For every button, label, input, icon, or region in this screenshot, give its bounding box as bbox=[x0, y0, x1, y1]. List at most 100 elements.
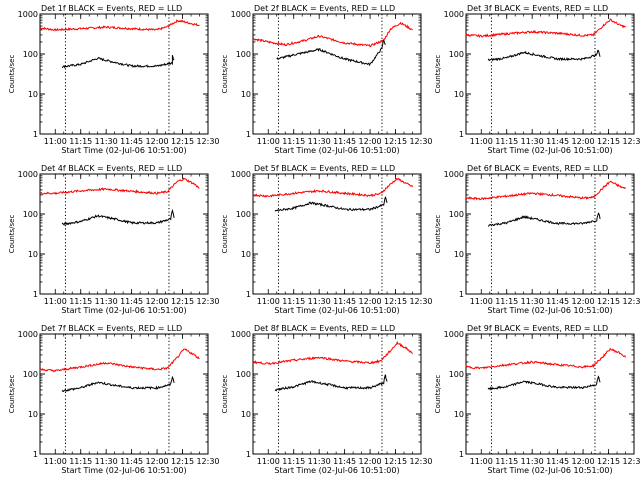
y-tick-label: 1 bbox=[33, 450, 38, 459]
chart-panel-8: Det 8f BLACK = Events, RED = LLD 1 10 100 10… bbox=[221, 324, 433, 475]
chart-title: Det 1f BLACK = Events, RED = LLD bbox=[41, 4, 182, 13]
x-tick-label: 11:00 bbox=[257, 457, 280, 466]
x-tick-label: 11:45 bbox=[546, 297, 569, 306]
x-tick-label: 12:30 bbox=[196, 457, 219, 466]
chart-title: Det 9f BLACK = Events, RED = LLD bbox=[467, 324, 608, 333]
plot-frame bbox=[252, 333, 422, 455]
y-axis-label: Counts/sec bbox=[8, 55, 16, 94]
x-tick-label: 11:00 bbox=[44, 297, 67, 306]
events-series-line bbox=[61, 375, 175, 393]
y-tick-label: 100 bbox=[449, 50, 464, 59]
y-axis-label: Counts/sec bbox=[8, 215, 16, 254]
x-tick-label: 11:45 bbox=[333, 297, 356, 306]
events-series-line bbox=[487, 375, 601, 391]
x-tick-label: 11:00 bbox=[257, 137, 280, 146]
plot-frame bbox=[465, 13, 635, 135]
x-tick-label: 11:30 bbox=[95, 297, 118, 306]
lld-series-line bbox=[465, 18, 626, 38]
x-tick-label: 11:30 bbox=[521, 297, 544, 306]
x-tick-label: 11:45 bbox=[120, 457, 143, 466]
y-tick-label: 10 bbox=[28, 250, 38, 259]
x-axis-label: Start Time (02-Jul-06 10:51:00) bbox=[61, 466, 186, 475]
lld-series-line bbox=[465, 347, 626, 370]
y-tick-label: 1 bbox=[459, 290, 464, 299]
y-tick-label: 1 bbox=[33, 130, 38, 139]
chart-title: Det 3f BLACK = Events, RED = LLD bbox=[467, 4, 608, 13]
plot-frame bbox=[465, 333, 635, 455]
y-tick-label: 1 bbox=[246, 450, 251, 459]
y-tick-label: 1000 bbox=[18, 10, 38, 19]
y-axis-label: Counts/sec bbox=[221, 375, 229, 414]
x-tick-label: 12:00 bbox=[572, 297, 595, 306]
events-series-line bbox=[274, 196, 388, 212]
x-tick-label: 11:30 bbox=[95, 457, 118, 466]
events-series-line bbox=[61, 208, 175, 226]
y-tick-label: 100 bbox=[449, 370, 464, 379]
x-axis-label: Start Time (02-Jul-06 10:51:00) bbox=[487, 466, 612, 475]
x-tick-label: 11:45 bbox=[120, 297, 143, 306]
lld-series-line bbox=[39, 177, 200, 195]
y-axis-label: Counts/sec bbox=[434, 55, 442, 94]
chart-panel-6: Det 6f BLACK = Events, RED = LLD 1 10 100 10… bbox=[434, 164, 640, 315]
x-tick-label: 11:30 bbox=[308, 297, 331, 306]
y-tick-label: 1000 bbox=[444, 330, 464, 339]
y-tick-label: 10 bbox=[454, 90, 464, 99]
y-tick-label: 100 bbox=[236, 370, 251, 379]
chart-panel-5: Det 5f BLACK = Events, RED = LLD 1 10 100 10… bbox=[221, 164, 433, 315]
x-tick-label: 11:45 bbox=[333, 137, 356, 146]
lld-series-line bbox=[465, 180, 626, 201]
chart-panel-7: Det 7f BLACK = Events, RED = LLD 1 10 100 10… bbox=[8, 324, 220, 475]
x-axis-label: Start Time (02-Jul-06 10:51:00) bbox=[274, 466, 399, 475]
chart-title: Det 5f BLACK = Events, RED = LLD bbox=[254, 164, 395, 173]
lld-series-line bbox=[39, 348, 200, 373]
y-axis-label: Counts/sec bbox=[434, 215, 442, 254]
x-tick-label: 12:15 bbox=[171, 297, 194, 306]
y-axis-label: Counts/sec bbox=[8, 375, 16, 414]
x-axis-label: Start Time (02-Jul-06 10:51:00) bbox=[61, 146, 186, 155]
x-tick-label: 11:00 bbox=[44, 457, 67, 466]
y-tick-label: 10 bbox=[28, 90, 38, 99]
plot-frame bbox=[39, 173, 209, 295]
x-tick-label: 12:15 bbox=[384, 457, 407, 466]
x-tick-label: 11:45 bbox=[546, 137, 569, 146]
x-tick-label: 11:45 bbox=[120, 137, 143, 146]
x-tick-label: 11:30 bbox=[521, 457, 544, 466]
chart-title: Det 8f BLACK = Events, RED = LLD bbox=[254, 324, 395, 333]
y-tick-label: 1000 bbox=[231, 330, 251, 339]
chart-title: Det 7f BLACK = Events, RED = LLD bbox=[41, 324, 182, 333]
y-tick-label: 1000 bbox=[444, 170, 464, 179]
plot-frame bbox=[465, 173, 635, 295]
x-tick-label: 11:15 bbox=[69, 297, 92, 306]
y-tick-label: 1000 bbox=[18, 330, 38, 339]
x-tick-label: 12:00 bbox=[146, 137, 169, 146]
x-tick-label: 11:00 bbox=[470, 457, 493, 466]
x-tick-label: 11:15 bbox=[495, 457, 518, 466]
y-tick-label: 10 bbox=[454, 410, 464, 419]
y-tick-label: 100 bbox=[23, 210, 38, 219]
y-tick-label: 100 bbox=[23, 50, 38, 59]
chart-title: Det 2f BLACK = Events, RED = LLD bbox=[254, 4, 395, 13]
x-tick-label: 11:30 bbox=[308, 457, 331, 466]
x-tick-label: 12:00 bbox=[572, 457, 595, 466]
x-tick-label: 11:30 bbox=[308, 137, 331, 146]
x-tick-label: 11:15 bbox=[495, 297, 518, 306]
events-series-line bbox=[276, 39, 386, 67]
x-tick-label: 12:30 bbox=[622, 297, 640, 306]
x-tick-label: 11:15 bbox=[69, 137, 92, 146]
y-tick-label: 10 bbox=[241, 410, 251, 419]
x-tick-label: 12:15 bbox=[597, 457, 620, 466]
y-axis-label: Counts/sec bbox=[221, 55, 229, 94]
x-tick-label: 12:30 bbox=[196, 297, 219, 306]
chart-title: Det 4f BLACK = Events, RED = LLD bbox=[41, 164, 182, 173]
x-tick-label: 11:45 bbox=[546, 457, 569, 466]
x-tick-label: 12:30 bbox=[622, 137, 640, 146]
y-tick-label: 1 bbox=[246, 130, 251, 139]
x-axis-label: Start Time (02-Jul-06 10:51:00) bbox=[274, 306, 399, 315]
y-tick-label: 100 bbox=[236, 50, 251, 59]
lld-series-line bbox=[252, 21, 413, 48]
y-tick-label: 100 bbox=[23, 370, 38, 379]
x-tick-label: 12:15 bbox=[597, 297, 620, 306]
x-tick-label: 12:00 bbox=[359, 457, 382, 466]
x-tick-label: 11:00 bbox=[257, 297, 280, 306]
